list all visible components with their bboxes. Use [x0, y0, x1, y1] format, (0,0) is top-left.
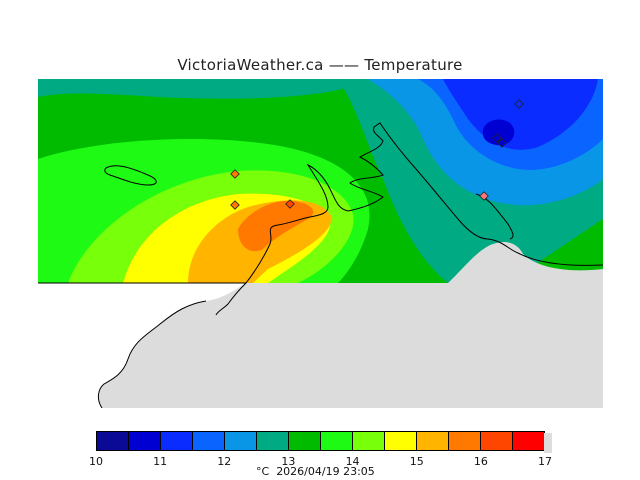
colorbar-tick-label: 12: [217, 455, 232, 468]
colorbar-swatch: [129, 432, 161, 450]
colorbar-swatch: [257, 432, 289, 450]
land-mass: [38, 283, 603, 408]
colorbar-swatch: [225, 432, 257, 450]
coastline-main: [38, 163, 349, 408]
coastline-east: [347, 122, 603, 266]
colorbar-swatch: [193, 432, 225, 450]
colorbar-swatch: [321, 432, 353, 450]
station-marker: [497, 138, 507, 148]
island-outline: [104, 165, 157, 186]
colorbar-tick-label: 17: [538, 455, 552, 468]
colorbar-tick-label: 13: [281, 455, 296, 468]
colorbar-swatch: [97, 432, 129, 450]
colorbar-tick-label: 11: [153, 455, 168, 468]
colorbar-swatch: [449, 432, 481, 450]
colorbar-tick-label: 16: [473, 455, 488, 468]
colorbar-shadow: [544, 433, 552, 453]
temperature-colorbar: [96, 431, 545, 451]
temperature-map: [38, 79, 603, 408]
timestamp-label: 2026/04/19 23:05: [276, 465, 375, 478]
field-11: [482, 119, 515, 146]
land-east: [448, 242, 603, 283]
station-marker: [230, 200, 240, 210]
station-marker: [514, 99, 524, 109]
map-title: VictoriaWeather.ca —— Temperature: [177, 56, 463, 74]
station-marker: [479, 191, 489, 201]
colorbar-swatch: [385, 432, 417, 450]
colorbar-swatch: [289, 432, 321, 450]
unit-label: °C: [256, 465, 270, 478]
station-marker: [492, 133, 502, 143]
station-marker: [230, 169, 240, 179]
station-markers: [230, 99, 524, 210]
colorbar-swatch: [513, 432, 544, 450]
field-teal-nw: [38, 79, 368, 99]
colorbar-swatch: [161, 432, 193, 450]
colorbar-swatch: [353, 432, 385, 450]
colorbar-tick-label: 10: [89, 455, 103, 468]
colorbar-tick-label: 15: [409, 455, 424, 468]
footer-label: °C 2026/04/19 23:05: [256, 465, 375, 478]
colorbar-swatch: [481, 432, 513, 450]
colorbar-tick-label: 14: [345, 455, 360, 468]
colorbar-swatch: [417, 432, 449, 450]
field-11-5: [443, 79, 598, 150]
field-16: [238, 200, 314, 252]
station-marker: [285, 199, 295, 209]
